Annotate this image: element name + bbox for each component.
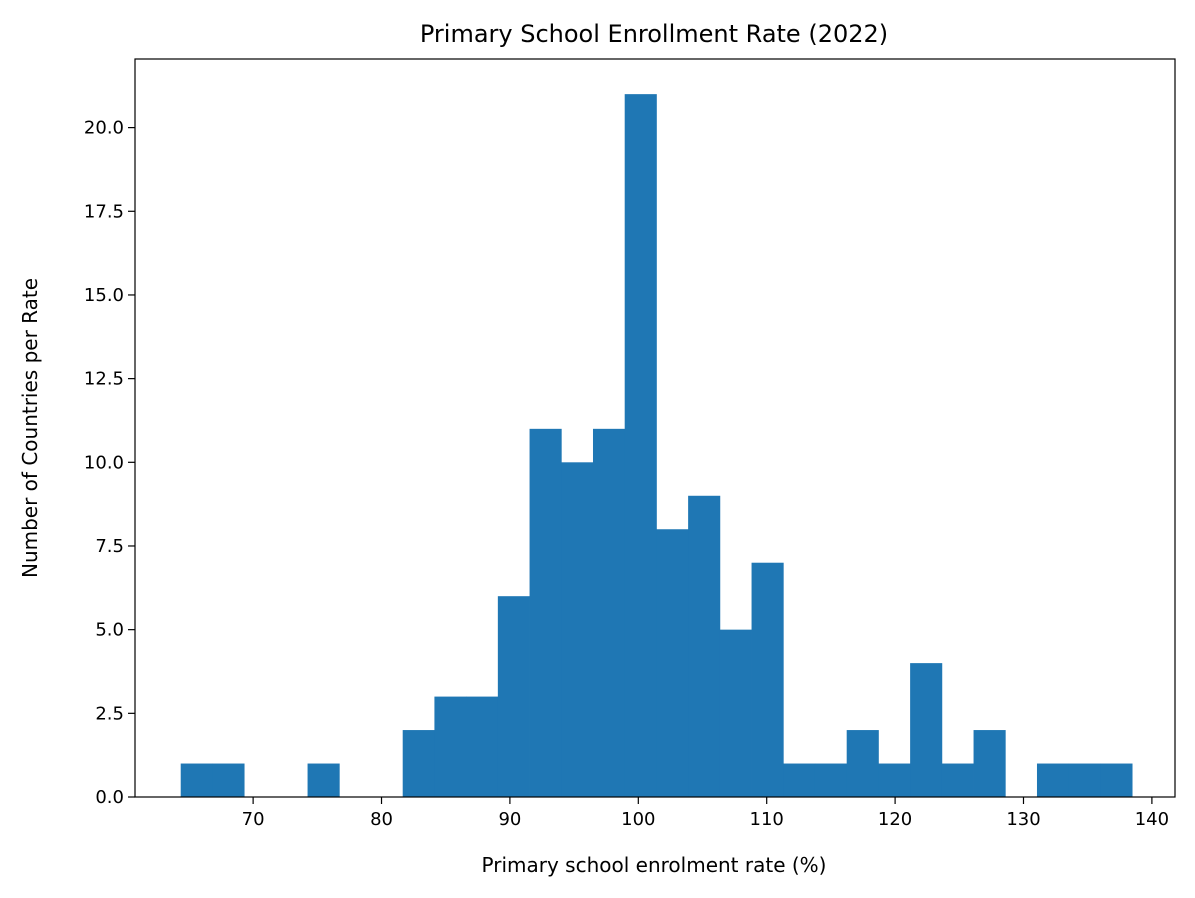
histogram-bar [1100, 763, 1133, 797]
y-axis-label: Number of Countries per Rate [18, 278, 42, 578]
x-tick-label: 120 [878, 809, 912, 830]
y-tick-label: 0.0 [95, 787, 124, 808]
histogram-bar [783, 763, 816, 797]
histogram-bars [180, 94, 1133, 797]
histogram-bar [466, 696, 499, 797]
histogram-bar [973, 730, 1006, 797]
y-tick-label: 7.5 [95, 536, 124, 557]
histogram-bar [497, 596, 530, 797]
histogram-bar [307, 763, 340, 797]
y-tick-label: 17.5 [84, 201, 124, 222]
y-tick-label: 2.5 [95, 703, 124, 724]
histogram-bar [814, 763, 848, 797]
histogram-bar [212, 763, 245, 797]
histogram-bar [688, 495, 721, 797]
x-tick-label: 80 [370, 809, 393, 830]
x-tick-label: 110 [750, 809, 784, 830]
x-tick-label: 90 [498, 809, 521, 830]
histogram-bar [592, 428, 626, 797]
y-tick-label: 10.0 [84, 452, 124, 473]
histogram-bar [402, 730, 435, 797]
histogram-bar [624, 94, 657, 797]
histogram-bar [719, 629, 752, 797]
x-tick-label: 100 [621, 809, 655, 830]
histogram-bar [1068, 763, 1101, 797]
x-axis-ticks: 70 80 90 100 110 120 130 140 [242, 797, 1169, 830]
y-tick-label: 15.0 [84, 285, 124, 306]
histogram-bar [878, 763, 911, 797]
y-axis-ticks: 0.0 2.5 5.0 7.5 10.0 12.5 15.0 17.5 20.0 [84, 118, 135, 808]
y-tick-label: 12.5 [84, 369, 124, 390]
chart-title: Primary School Enrollment Rate (2022) [420, 20, 888, 48]
histogram-bar [529, 428, 562, 797]
histogram-bar [434, 696, 467, 797]
histogram-bar [751, 562, 784, 797]
x-tick-label: 130 [1006, 809, 1040, 830]
x-tick-label: 140 [1135, 809, 1169, 830]
y-tick-label: 5.0 [95, 620, 124, 641]
histogram-bar [656, 529, 689, 797]
plot-frame [134, 58, 1176, 798]
histogram-bar [1036, 763, 1070, 797]
x-tick-label: 70 [242, 809, 265, 830]
y-tick-label: 20.0 [84, 118, 124, 139]
histogram-bar [910, 663, 943, 797]
histogram-bar [180, 763, 213, 797]
histogram-bar [561, 462, 594, 797]
histogram-bar [846, 730, 879, 797]
x-axis-label: Primary school enrolment rate (%) [482, 853, 827, 877]
histogram-bar [941, 763, 974, 797]
